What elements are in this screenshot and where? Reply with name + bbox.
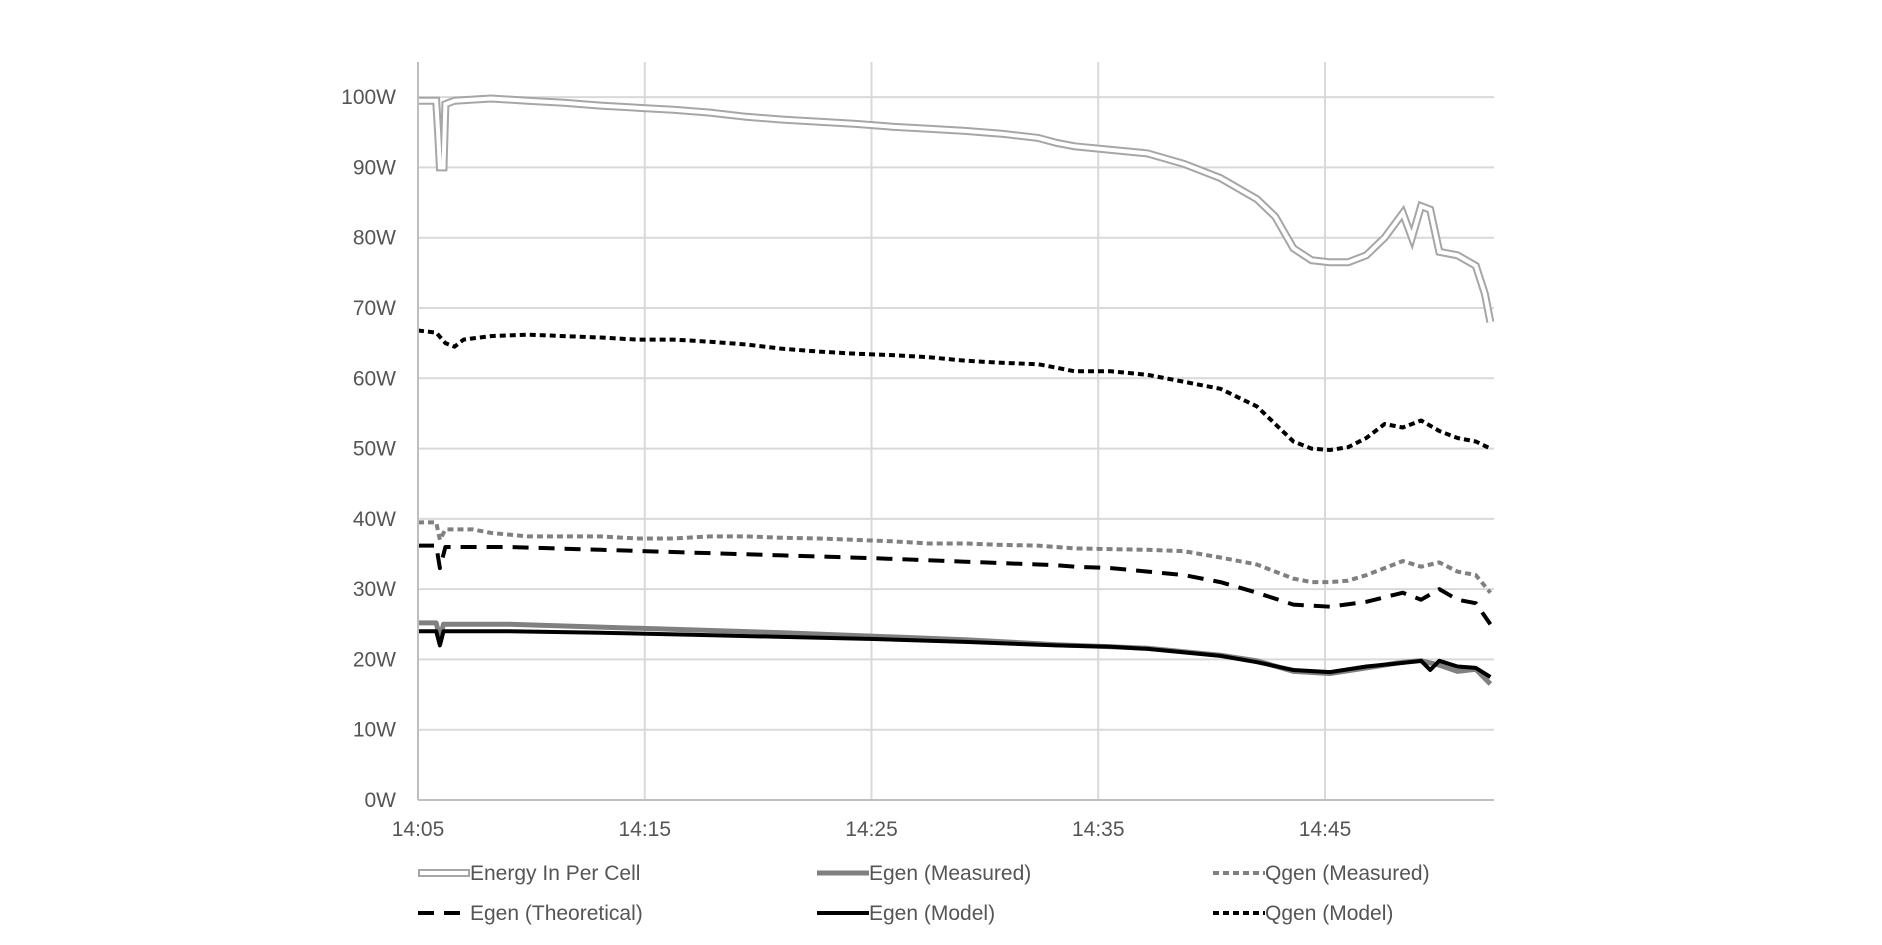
- series-line: [417, 328, 1492, 452]
- y-tick-label: 40W: [353, 508, 396, 531]
- legend-item: Egen (Theoretical): [418, 902, 643, 925]
- legend-label: Egen (Theoretical): [470, 902, 643, 925]
- y-tick-label: 80W: [353, 227, 396, 250]
- y-tick-label: 20W: [353, 648, 396, 671]
- legend-item: Energy In Per Cell: [418, 862, 640, 885]
- series-line: [418, 543, 1493, 626]
- legend-label: Qgen (Measured): [1265, 862, 1430, 885]
- series-qgen-measured: [418, 520, 1492, 594]
- y-tick-label: 90W: [353, 156, 396, 179]
- x-tick-label: 14:05: [392, 818, 445, 841]
- y-tick-label: 10W: [353, 719, 396, 742]
- y-tick-label: 70W: [353, 297, 396, 320]
- series-qgen-model: [417, 328, 1492, 452]
- x-tick-label: 14:45: [1299, 818, 1352, 841]
- x-tick-label: 14:15: [618, 818, 671, 841]
- x-tick-label: 14:35: [1072, 818, 1125, 841]
- series-energy-in-per-cell: [418, 94, 1495, 323]
- legend-item: Egen (Model): [817, 902, 995, 925]
- series-egen-model: [418, 629, 1492, 679]
- series-line: [418, 520, 1492, 594]
- y-tick-label: 50W: [353, 438, 396, 461]
- legend-label: Energy In Per Cell: [470, 862, 640, 885]
- series-line-inner: [418, 96, 1493, 323]
- legend-item: Qgen (Model): [1213, 902, 1393, 925]
- y-tick-label: 60W: [353, 367, 396, 390]
- y-tick-label: 0W: [365, 789, 397, 812]
- legend-label: Qgen (Model): [1265, 902, 1393, 925]
- y-tick-label: 100W: [341, 86, 396, 109]
- legend-label: Egen (Model): [869, 902, 995, 925]
- legend-item: Egen (Measured): [817, 862, 1031, 885]
- legend-item: Qgen (Measured): [1213, 862, 1430, 885]
- series-egen-theoretical: [418, 543, 1493, 626]
- legend-label: Egen (Measured): [869, 862, 1031, 885]
- x-tick-label: 14:25: [845, 818, 898, 841]
- series-line: [418, 629, 1492, 679]
- y-tick-label: 30W: [353, 578, 396, 601]
